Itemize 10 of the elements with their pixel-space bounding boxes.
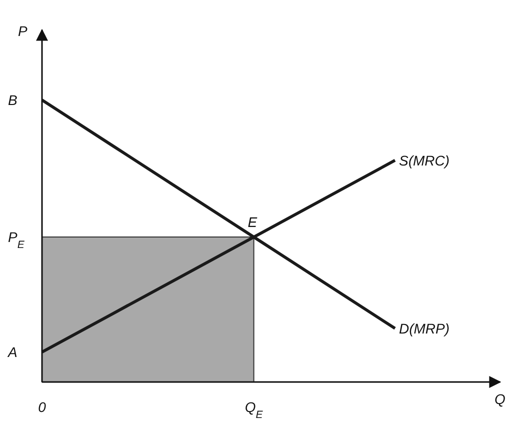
series-label: S(MRC) — [399, 152, 450, 168]
annotation: P$_{E}$ — [8, 229, 26, 252]
annotation: A — [7, 344, 18, 360]
x-axis-title: Q — [494, 391, 506, 407]
annotation: E — [248, 214, 258, 230]
x-tick-label: Q$_{E}$ — [244, 399, 264, 421]
x-tick-label: 0 — [38, 399, 46, 415]
series-label: D(MRP) — [399, 320, 450, 336]
y-axis-title: P — [18, 23, 28, 39]
annotation: B — [8, 92, 18, 108]
